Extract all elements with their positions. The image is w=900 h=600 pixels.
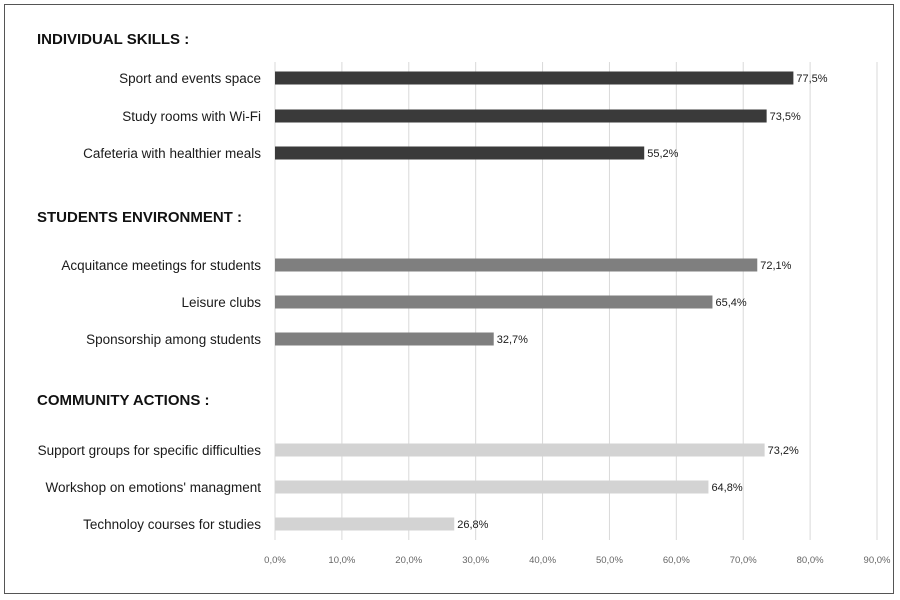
x-tick-label: 10,0%: [328, 555, 355, 566]
data-label: 73,2%: [768, 445, 799, 457]
x-tick-label: 50,0%: [596, 555, 623, 566]
bar: [275, 480, 709, 494]
bar: [275, 332, 494, 346]
group-title: COMMUNITY ACTIONS :: [37, 392, 210, 409]
x-tick-label: 70,0%: [730, 555, 757, 566]
bar: [275, 295, 713, 309]
data-label: 64,8%: [711, 482, 742, 494]
category-label: Leisure clubs: [181, 295, 261, 310]
category-label: Cafeteria with healthier meals: [83, 146, 261, 161]
data-label: 26,8%: [457, 519, 488, 531]
x-tick-label: 20,0%: [395, 555, 422, 566]
category-label: Acquitance meetings for students: [61, 258, 261, 273]
category-label: Study rooms with Wi-Fi: [122, 109, 261, 124]
x-tick-label: 80,0%: [797, 555, 824, 566]
group-title: STUDENTS ENVIRONMENT :: [37, 209, 242, 226]
category-label: Technoloy courses for studies: [83, 517, 261, 532]
category-label: Workshop on emotions' managment: [46, 480, 262, 495]
group-title: INDIVIDUAL SKILLS :: [37, 31, 189, 48]
bar: [275, 517, 455, 531]
data-label: 65,4%: [715, 297, 746, 309]
bar: [275, 109, 767, 123]
bar: [275, 443, 765, 457]
x-tick-label: 40,0%: [529, 555, 556, 566]
bar: [275, 146, 645, 160]
x-tick-label: 90,0%: [864, 555, 891, 566]
category-label: Sport and events space: [119, 71, 261, 86]
data-label: 77,5%: [796, 73, 827, 85]
data-label: 55,2%: [647, 148, 678, 160]
bar: [275, 258, 758, 272]
category-label: Sponsorship among students: [86, 332, 261, 347]
x-tick-label: 60,0%: [663, 555, 690, 566]
x-tick-label: 0,0%: [264, 555, 286, 566]
category-label: Support groups for specific difficulties: [38, 443, 262, 458]
data-label: 73,5%: [770, 111, 801, 123]
data-label: 32,7%: [497, 334, 528, 346]
x-tick-label: 30,0%: [462, 555, 489, 566]
data-label: 72,1%: [760, 260, 791, 272]
bar: [275, 71, 794, 85]
